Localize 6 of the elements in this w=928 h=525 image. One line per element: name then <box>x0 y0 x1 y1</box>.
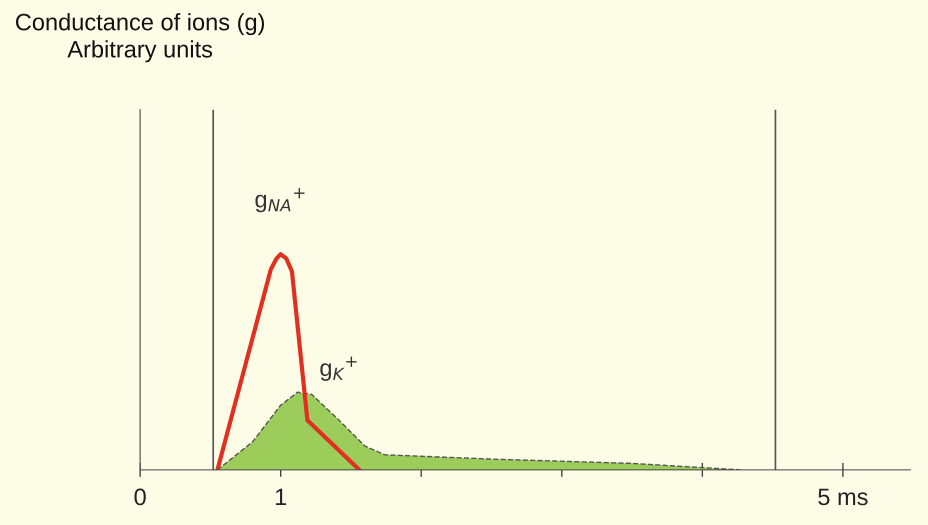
text: g$_{NA}$$^{+}$ <box>255 188 304 212</box>
x-tick-label: 1 <box>276 488 286 506</box>
x-tick-label: 0 <box>134 488 146 506</box>
x-tick-label: 5 ms <box>818 488 868 506</box>
series-label: g$_{K}$$^{+}$ <box>320 356 357 381</box>
text: Conductance of ions (g) Arbitrary units <box>16 13 264 62</box>
